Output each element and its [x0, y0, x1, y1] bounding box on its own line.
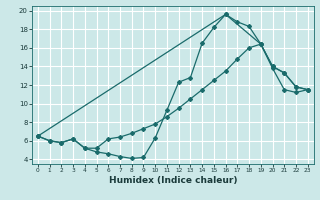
X-axis label: Humidex (Indice chaleur): Humidex (Indice chaleur): [108, 176, 237, 185]
